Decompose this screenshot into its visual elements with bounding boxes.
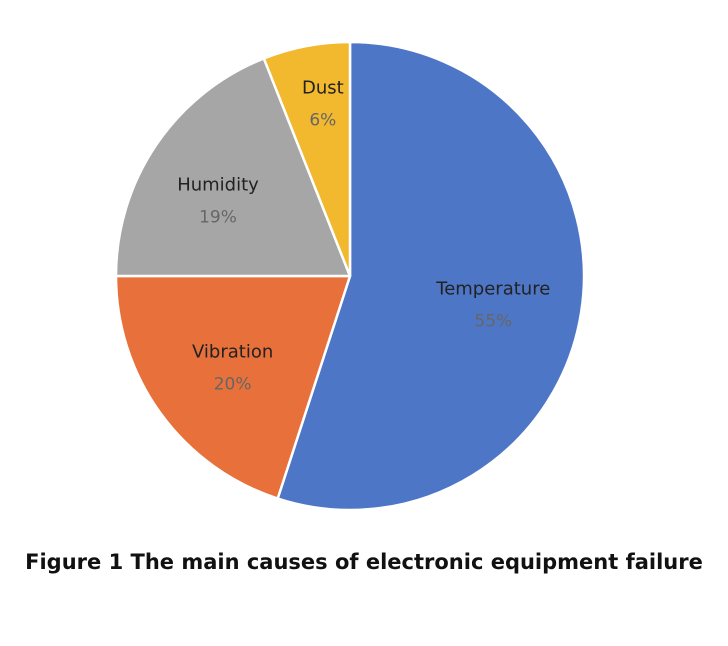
slice-label-dust: Dust xyxy=(302,77,344,98)
slice-value-humidity: 19% xyxy=(199,207,237,227)
pie-slice-vibration xyxy=(114,274,352,500)
pie-slices xyxy=(114,40,586,512)
pie-slice-humidity xyxy=(114,57,352,278)
slice-value-dust: 6% xyxy=(309,110,336,130)
slice-label-vibration: Vibration xyxy=(192,341,273,362)
figure-caption: Figure 1 The main causes of electronic e… xyxy=(25,550,703,574)
pie-chart-svg: Temperature 55% Vibration 20% Humidity 19% Dus… xyxy=(114,40,586,512)
pie-slice-temperature xyxy=(276,40,586,512)
pie-labels: Temperature 55% Vibration 20% Humidity 19% Dus… xyxy=(177,77,550,394)
pie-slice-dust xyxy=(262,40,352,278)
slice-label-humidity: Humidity xyxy=(177,174,259,195)
slice-label-temperature: Temperature xyxy=(435,279,550,300)
pie-chart: Temperature 55% Vibration 20% Humidity 19% Dus… xyxy=(114,40,586,512)
slice-value-vibration: 20% xyxy=(214,374,252,394)
slice-value-temperature: 55% xyxy=(474,312,512,332)
